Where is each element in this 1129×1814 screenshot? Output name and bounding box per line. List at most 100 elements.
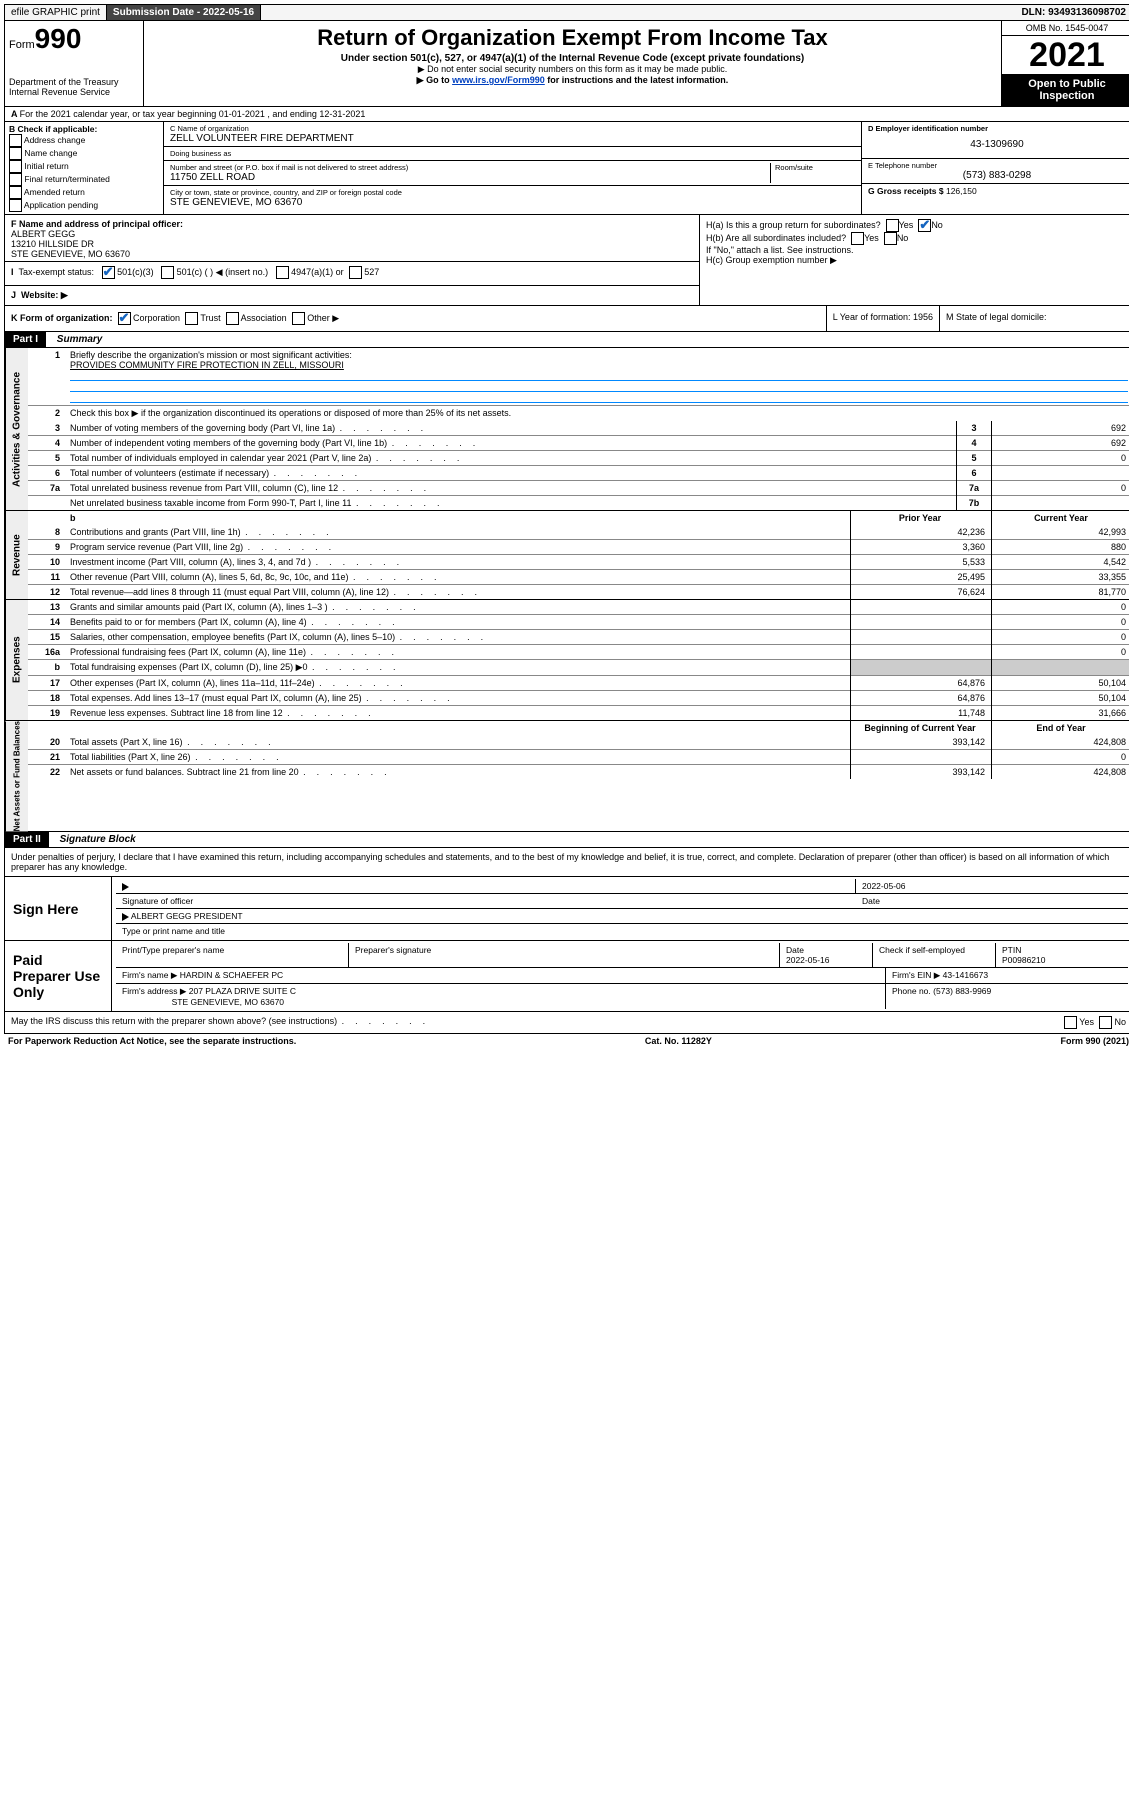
- omb-number: OMB No. 1545-0047: [1002, 21, 1129, 36]
- sig-officer-lbl: Signature of officer: [116, 894, 856, 908]
- date-lbl: Date: [856, 894, 1128, 908]
- governance-table: 1 Briefly describe the organization's mi…: [28, 348, 1129, 510]
- table-row: 14 Benefits paid to or for members (Part…: [28, 615, 1129, 630]
- table-row: 18 Total expenses. Add lines 13–17 (must…: [28, 691, 1129, 706]
- hb-no[interactable]: [884, 232, 897, 245]
- org-name-field: C Name of organization ZELL VOLUNTEER FI…: [164, 122, 861, 147]
- chk-name-change[interactable]: Name change: [9, 147, 159, 160]
- prep-name-lbl: Print/Type preparer's name: [116, 943, 348, 967]
- table-row: 22 Net assets or fund balances. Subtract…: [28, 765, 1129, 780]
- table-row: Net unrelated business taxable income fr…: [28, 496, 1129, 511]
- goto-note: ▶ Go to www.irs.gov/Form990 for instruct…: [150, 75, 995, 86]
- side-revenue: Revenue: [5, 511, 28, 599]
- check-self-employed[interactable]: Check if self-employed: [872, 943, 995, 967]
- section-b-through-g: B Check if applicable: Address change Na…: [4, 122, 1129, 215]
- street-field: Number and street (or P.O. box if mail i…: [164, 161, 861, 186]
- signature-block: Sign Here 2022-05-06 Signature of office…: [4, 877, 1129, 1012]
- part1-title: Summary: [49, 332, 111, 347]
- k-other[interactable]: [292, 312, 305, 325]
- table-row: 15 Salaries, other compensation, employe…: [28, 630, 1129, 645]
- page-footer: For Paperwork Reduction Act Notice, see …: [4, 1034, 1129, 1048]
- ssn-note: ▶ Do not enter social security numbers o…: [150, 64, 995, 75]
- irs-link[interactable]: www.irs.gov/Form990: [452, 75, 545, 85]
- may-irs-discuss: May the IRS discuss this return with the…: [4, 1012, 1129, 1034]
- table-row: 5 Total number of individuals employed i…: [28, 451, 1129, 466]
- discuss-no[interactable]: [1099, 1016, 1112, 1029]
- chk-501c3[interactable]: [102, 266, 115, 279]
- dept-treasury: Department of the Treasury: [9, 77, 139, 87]
- dln: DLN: 93493136098702: [1015, 5, 1129, 20]
- table-row: 8 Contributions and grants (Part VIII, l…: [28, 525, 1129, 540]
- k-trust[interactable]: [185, 312, 198, 325]
- part2-header: Part II: [5, 832, 49, 847]
- tax-exempt-status: I Tax-exempt status: 501(c)(3) 501(c) ( …: [5, 261, 699, 283]
- prep-sig-lbl: Preparer's signature: [348, 943, 779, 967]
- table-row: b Total fundraising expenses (Part IX, c…: [28, 660, 1129, 676]
- open-to-public: Open to Public Inspection: [1002, 74, 1129, 106]
- sig-date: 2022-05-06: [855, 879, 1128, 893]
- state-domicile: M State of legal domicile:: [939, 306, 1129, 331]
- table-row: 17 Other expenses (Part IX, column (A), …: [28, 676, 1129, 691]
- form-of-org: K Form of organization: Corporation Trus…: [5, 306, 826, 331]
- h-b: H(b) Are all subordinates included? Yes …: [706, 232, 1126, 245]
- table-row: 11 Other revenue (Part VIII, column (A),…: [28, 570, 1129, 585]
- table-row: 12 Total revenue—add lines 8 through 11 …: [28, 585, 1129, 600]
- telephone-field: E Telephone number (573) 883-0298: [862, 159, 1129, 184]
- row-k-l-m: K Form of organization: Corporation Trus…: [4, 306, 1129, 332]
- side-governance: Activities & Governance: [5, 348, 28, 510]
- form-subtitle: Under section 501(c), 527, or 4947(a)(1)…: [150, 53, 995, 64]
- arrow-icon: [122, 913, 129, 921]
- website-row: J Website: ▶: [5, 285, 699, 305]
- table-row: 13 Grants and similar amounts paid (Part…: [28, 600, 1129, 615]
- form-number: Form990: [9, 23, 139, 55]
- dba-field: Doing business as: [164, 147, 861, 161]
- h-b-note: If "No," attach a list. See instructions…: [706, 245, 1126, 255]
- city-field: City or town, state or province, country…: [164, 186, 861, 210]
- hb-yes[interactable]: [851, 232, 864, 245]
- paid-preparer-label: Paid Preparer Use Only: [5, 941, 111, 1011]
- section-f-h: F Name and address of principal officer:…: [4, 215, 1129, 306]
- chk-4947[interactable]: [276, 266, 289, 279]
- chk-527[interactable]: [349, 266, 362, 279]
- net-assets-table: Beginning of Current Year End of Year 20…: [28, 721, 1129, 779]
- chk-amended-return[interactable]: Amended return: [9, 186, 159, 199]
- name-title-lbl: Type or print name and title: [116, 924, 231, 938]
- table-row: 6 Total number of volunteers (estimate i…: [28, 466, 1129, 481]
- chk-501c[interactable]: [161, 266, 174, 279]
- firm-name: Firm's name ▶ HARDIN & SCHAEFER PC: [116, 968, 885, 983]
- table-row: 9 Program service revenue (Part VIII, li…: [28, 540, 1129, 555]
- submission-date: Submission Date - 2022-05-16: [107, 5, 261, 20]
- gross-receipts-field: G Gross receipts $ 126,150: [862, 184, 1129, 198]
- sign-here-label: Sign Here: [5, 877, 111, 940]
- h-a: H(a) Is this a group return for subordin…: [706, 219, 1126, 232]
- officer-name-title: ALBERT GEGG PRESIDENT: [131, 911, 243, 921]
- discuss-yes[interactable]: [1064, 1016, 1077, 1029]
- chk-initial-return[interactable]: Initial return: [9, 160, 159, 173]
- tax-year: 2021: [1002, 36, 1129, 74]
- ha-no[interactable]: [918, 219, 931, 232]
- table-row: 3 Number of voting members of the govern…: [28, 421, 1129, 436]
- chk-address-change[interactable]: Address change: [9, 134, 159, 147]
- table-row: 7a Total unrelated business revenue from…: [28, 481, 1129, 496]
- topbar: efile GRAPHIC print Submission Date - 20…: [4, 4, 1129, 21]
- efile-label: efile GRAPHIC print: [5, 5, 107, 20]
- table-row: 16a Professional fundraising fees (Part …: [28, 645, 1129, 660]
- part1-header: Part I: [5, 332, 46, 347]
- ein-field: D Employer identification number 43-1309…: [862, 122, 1129, 159]
- firm-address: Firm's address ▶ 207 PLAZA DRIVE SUITE C…: [116, 984, 885, 1009]
- side-net-assets: Net Assets or Fund Balances: [5, 721, 28, 831]
- firm-ein: Firm's EIN ▶ 43-1416673: [885, 968, 1128, 983]
- table-row: 19 Revenue less expenses. Subtract line …: [28, 706, 1129, 721]
- firm-phone: Phone no. (573) 883-9969: [885, 984, 1128, 1009]
- prep-date: Date2022-05-16: [779, 943, 872, 967]
- form-title: Return of Organization Exempt From Incom…: [150, 25, 995, 51]
- arrow-icon: [122, 883, 129, 891]
- k-corp[interactable]: [118, 312, 131, 325]
- k-assoc[interactable]: [226, 312, 239, 325]
- chk-final-return[interactable]: Final return/terminated: [9, 173, 159, 186]
- penalties-text: Under penalties of perjury, I declare th…: [4, 848, 1129, 877]
- ha-yes[interactable]: [886, 219, 899, 232]
- chk-application-pending[interactable]: Application pending: [9, 199, 159, 212]
- col-b-checkboxes: B Check if applicable: Address change Na…: [5, 122, 164, 214]
- table-row: 10 Investment income (Part VIII, column …: [28, 555, 1129, 570]
